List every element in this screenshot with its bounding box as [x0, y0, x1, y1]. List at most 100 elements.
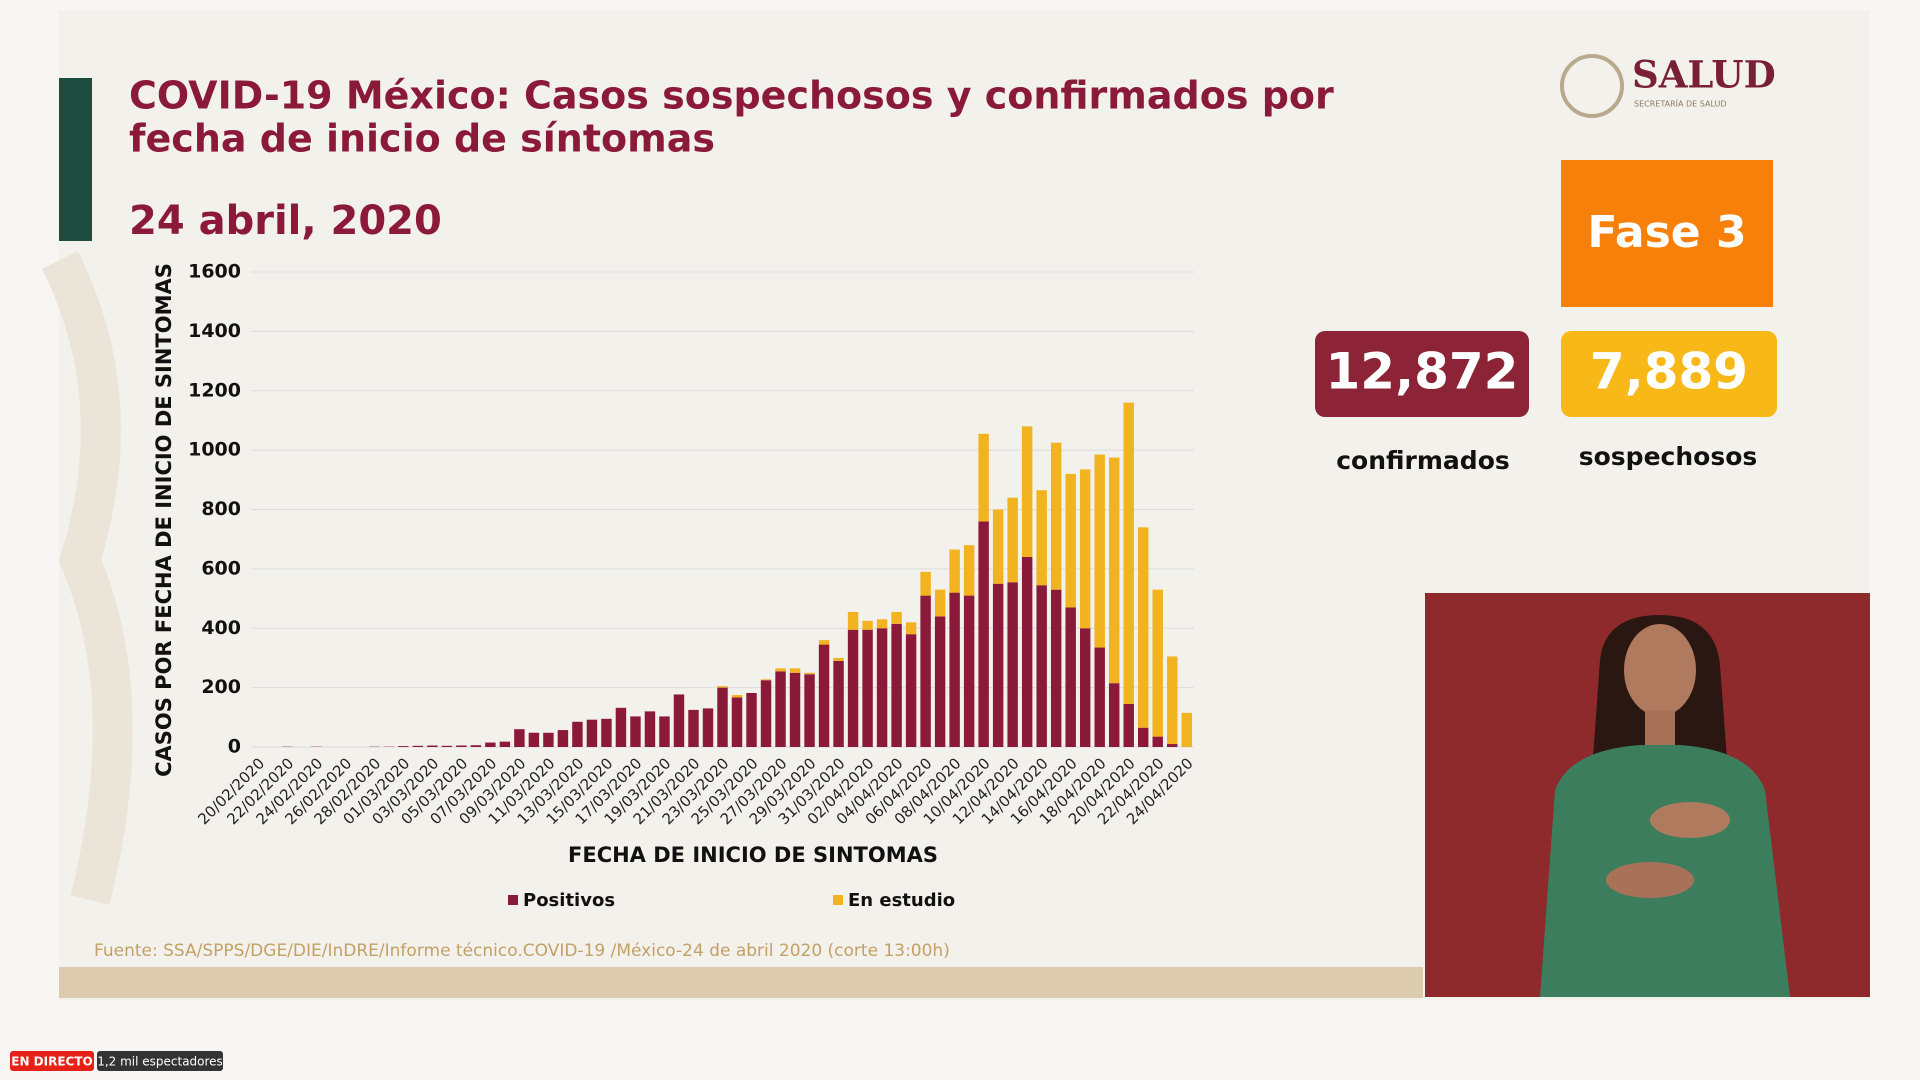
bar-segment [1065, 607, 1076, 747]
bar-segment [1123, 703, 1134, 747]
bar-segment [1167, 744, 1178, 747]
bar-segment [978, 521, 989, 747]
bar-segment [1108, 457, 1120, 684]
bar-segment [1123, 402, 1134, 704]
y-tick-label: 0 [228, 736, 241, 758]
bar-segment [586, 719, 598, 747]
bar-segment [644, 711, 656, 747]
bar-segment [659, 716, 670, 747]
bar-segment [485, 742, 496, 747]
bar-segment [601, 718, 612, 747]
logo-emblem [1560, 54, 1624, 118]
bar-segment [804, 674, 815, 747]
bar-segment [1007, 497, 1018, 583]
bar-segment [920, 595, 931, 747]
bar-segment [572, 721, 583, 747]
bar-segment [934, 589, 946, 617]
bar-segment [1152, 589, 1163, 737]
x-axis-label: FECHA DE INICIO DE SINTOMAS [568, 843, 938, 867]
subtitle: 24 abril, 2020 [129, 198, 442, 244]
bar-segment [1167, 656, 1178, 745]
bar-segment [949, 592, 960, 747]
phase: Fase 3 [1587, 207, 1746, 258]
legend-swatch [833, 895, 843, 905]
bar-segment [746, 692, 757, 747]
bar-segment [847, 611, 859, 630]
bar-segment [1021, 557, 1033, 747]
bar-segment [1021, 426, 1033, 557]
bar-segment [963, 595, 975, 747]
bar-segment [543, 732, 554, 747]
bar-segment [528, 732, 540, 747]
bar-segment [398, 746, 409, 747]
legend-label: Positivos [523, 890, 615, 911]
y-tick-label: 400 [201, 617, 241, 639]
bar-segment [949, 549, 960, 593]
bar-segment [1065, 473, 1076, 608]
viewers-badge [97, 1051, 223, 1071]
bar-segment [514, 729, 525, 747]
bar-segment [673, 694, 685, 747]
bar-segment [775, 668, 786, 672]
bar-segment [499, 741, 511, 747]
footer-strip [59, 967, 1423, 998]
bar-segment [717, 687, 728, 747]
bar-segment [818, 640, 830, 645]
bar-segment [876, 628, 888, 747]
bar-segment [412, 745, 424, 747]
bar-segment [978, 433, 989, 522]
logo-name: SALUD [1632, 53, 1776, 97]
bar-segment [731, 697, 743, 747]
bar-segment [1036, 585, 1047, 747]
bar-segment [731, 695, 743, 698]
live-badge [10, 1051, 94, 1071]
bar-segment [1094, 647, 1105, 747]
chart: 0200400600800100012001400160020/02/20202… [188, 261, 1197, 912]
interpreter-video [1425, 593, 1870, 997]
bar-segment [760, 679, 772, 681]
legend-swatch [508, 895, 518, 905]
bar-segment [775, 671, 786, 747]
source: Fuente: SSA/SPPS/DGE/DIE/InDRE/Informe t… [94, 941, 950, 961]
bar-segment [630, 716, 641, 747]
bar-segment [1050, 589, 1062, 747]
bar-segment [1152, 736, 1163, 747]
bar-segment [891, 623, 902, 747]
y-tick-label: 800 [201, 498, 241, 520]
bar-segment [963, 545, 975, 596]
stat-box [1315, 331, 1529, 417]
title-line: fecha de inicio de síntomas [129, 117, 715, 161]
viewers: 1,2 mil espectadores [97, 1055, 223, 1069]
bar-segment [891, 611, 902, 624]
decoration [42, 251, 133, 905]
bar-segment [847, 629, 859, 747]
bar-segment [992, 509, 1004, 584]
bar-segment [1138, 527, 1149, 728]
stat-label: confirmados [1336, 446, 1510, 475]
stat-label: sospechosos [1579, 442, 1758, 471]
y-tick-label: 1600 [188, 261, 241, 283]
phase-box [1561, 160, 1773, 307]
y-tick-label: 200 [201, 676, 241, 698]
bar-segment [1079, 469, 1091, 629]
legend-label: En estudio [848, 890, 955, 911]
bar-segment [441, 745, 453, 747]
bar-segment [1094, 454, 1105, 648]
bar-segment [615, 707, 627, 747]
bar-segment [1050, 442, 1062, 590]
stat-box [1561, 331, 1777, 417]
bar-segment [934, 616, 946, 747]
bar-segment [1108, 683, 1120, 747]
bar-segment [1007, 582, 1018, 747]
bar-segment [905, 622, 917, 635]
bar-segment [818, 644, 830, 747]
live-label: EN DIRECTO [11, 1055, 92, 1069]
bar-segment [804, 672, 815, 675]
bar-segment [717, 686, 728, 688]
logo-sub: SECRETARÍA DE SALUD [1634, 98, 1727, 109]
bar-segment [702, 708, 714, 747]
title-line: COVID-19 México: Casos sospechosos y con… [129, 74, 1334, 118]
bar-segment [1138, 727, 1149, 747]
bar-segment [833, 660, 844, 747]
